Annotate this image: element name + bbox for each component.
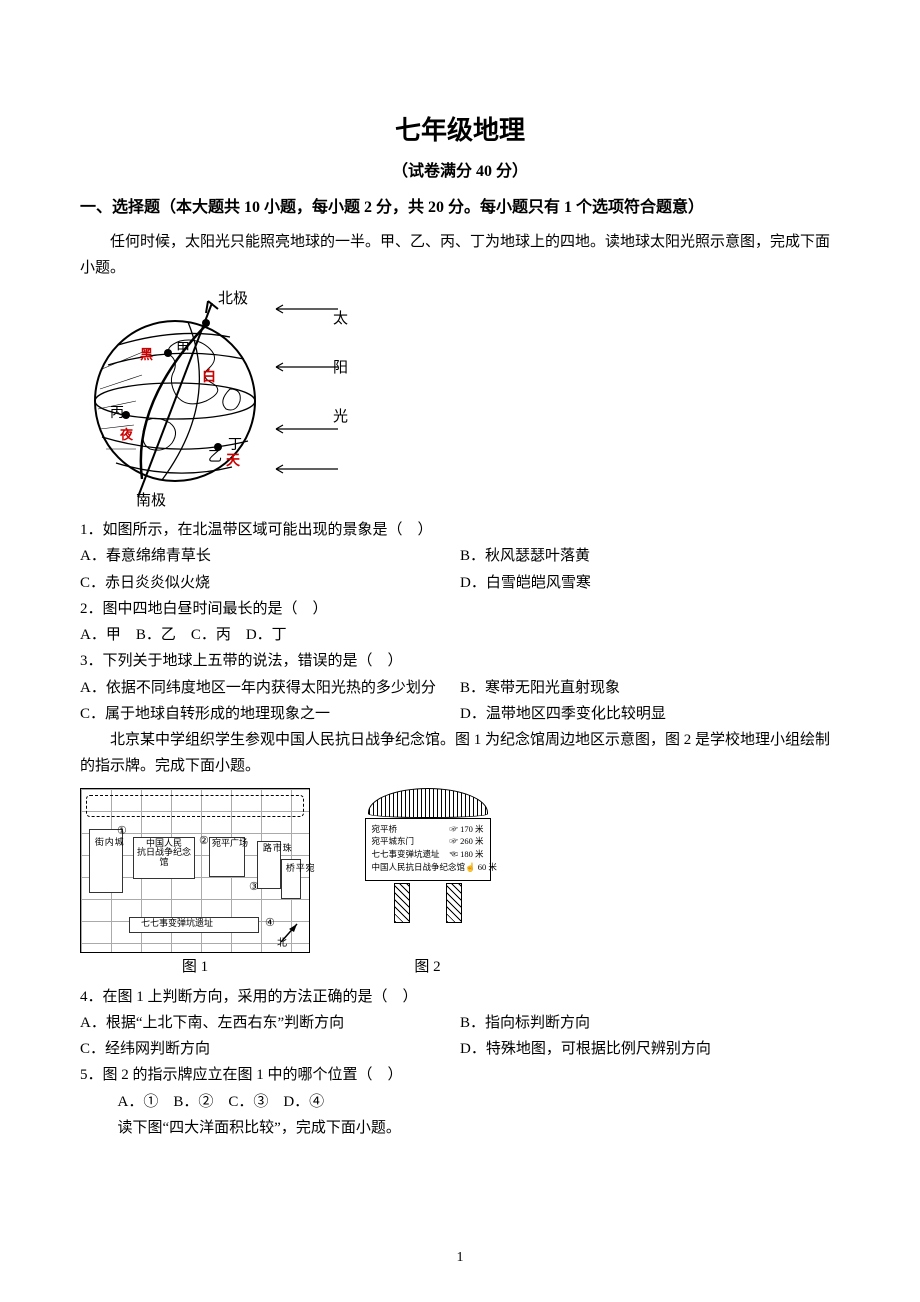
sign-row-0-l: 宛平桥 [372,823,398,836]
north-arrow-icon: 北 [275,918,305,948]
q5-stem: 5．图 2 的指示牌应立在图 1 中的哪个位置（ ） [80,1062,840,1088]
intro-3: 读下图“四大洋面积比较”，完成下面小题。 [80,1115,840,1141]
q3-opt-c: C．属于地球自转形成的地理现象之一 [80,701,460,727]
maps-row: 中国人民抗日战争纪念馆 宛平广场 珠市路 城内街 七七事变弹坑遗址 宛平桥 ① … [80,788,840,953]
globe-figure: 北极 南极 甲 丙 乙 丁 黑 夜 白 天 太 阳 [80,289,840,509]
q1-opt-b: B．秋风瑟瑟叶落黄 [460,543,840,569]
map1-bridge-label: 宛平桥 [284,863,314,872]
caption-map1: 图 1 [80,955,310,976]
q4-opt-b: B．指向标判断方向 [460,1010,840,1036]
globe-svg: 北极 南极 甲 丙 乙 丁 黑 夜 白 天 [80,289,340,509]
svg-text:北: 北 [277,937,287,948]
label-jia: 甲 [176,342,190,357]
label-ye: 夜 [119,427,134,442]
sun-char-3: 光 [333,405,348,426]
label-hei: 黑 [140,347,153,362]
sign-board: 宛平桥☞ 170 米 宛平城东门☞ 260 米 七七事变弹坑遗址☜ 180 米 … [365,818,491,881]
caption-map2: 图 2 [350,955,505,976]
map1-museum-label: 中国人民抗日战争纪念馆 [136,839,192,869]
intro-2: 北京某中学组织学生参观中国人民抗日战争纪念馆。图 1 为纪念馆周边地区示意图，图… [80,727,840,780]
label-tian: 天 [226,453,241,469]
label-bing: 丙 [110,406,124,421]
q4-opt-d: D．特殊地图，可根据比例尺辨别方向 [460,1036,840,1062]
q2-opts: A．甲 B．乙 C．丙 D．丁 [80,622,840,648]
map-1: 中国人民抗日战争纪念馆 宛平广场 珠市路 城内街 七七事变弹坑遗址 宛平桥 ① … [80,788,310,953]
sign-row-2-l: 七七事变弹坑遗址 [372,848,440,861]
marker-2: ② [199,835,209,847]
sign-row-0-r: 170 米 [460,824,483,834]
q1-stem: 1．如图所示，在北温带区域可能出现的景象是（ ） [80,517,840,543]
sun-char-2: 阳 [333,356,348,377]
page-subtitle: （试卷满分 40 分） [80,157,840,181]
map1-sq-label: 宛平广场 [212,839,248,849]
map-2-sign: 宛平桥☞ 170 米 宛平城东门☞ 260 米 七七事变弹坑遗址☜ 180 米 … [350,788,505,953]
page-title: 七年级地理 [80,110,840,147]
label-yi: 乙 [208,449,222,465]
section-1-intro: 任何时候，太阳光只能照亮地球的一半。甲、乙、丙、丁为地球上的四地。读地球太阳光照… [80,229,840,282]
label-ding: 丁 [228,438,242,453]
q3-opt-d: D．温带地区四季变化比较明显 [460,701,840,727]
marker-1: ① [117,825,127,837]
sign-row-2-r: 180 米 [460,849,483,859]
q1-opt-d: D．白雪皑皑风雪寒 [460,570,840,596]
q4-opt-a: A．根据“上北下南、左西右东”判断方向 [80,1010,460,1036]
section-1-heading: 一、选择题（本大题共 10 小题，每小题 2 分，共 20 分。每小题只有 1 … [80,195,840,221]
q1-opt-c: C．赤日炎炎似火烧 [80,570,460,596]
sign-leg-left [394,883,410,923]
q1-opt-a: A．春意绵绵青草长 [80,543,460,569]
sign-row-1-l: 宛平城东门 [372,835,415,848]
sign-top-ornament [368,788,488,818]
sign-leg-right [446,883,462,923]
marker-4: ④ [265,917,275,929]
q3-opt-a: A．依据不同纬度地区一年内获得太阳光热的多少划分 [80,675,460,701]
page-number: 1 [0,1250,920,1266]
sun-char-1: 太 [333,307,348,328]
q3-opt-b: B．寒带无阳光直射现象 [460,675,840,701]
q2-stem: 2．图中四地白昼时间最长的是（ ） [80,596,840,622]
sign-row-3-l: 中国人民抗日战争纪念馆 [372,861,466,874]
map1-zhu-label: 珠市路 [261,843,291,852]
q3-stem: 3．下列关于地球上五带的说法，错误的是（ ） [80,648,840,674]
marker-3: ③ [249,881,259,893]
q4-opt-c: C．经纬网判断方向 [80,1036,460,1062]
sign-row-1-r: 260 米 [460,836,483,846]
sun-labels: 太 阳 光 [333,307,348,426]
q5-opts: A．① B．② C．③ D．④ [80,1089,840,1115]
label-south: 南极 [136,492,166,509]
map1-roadleft-label: 城内街 [93,837,123,846]
sign-row-3-r: 60 米 [478,862,497,872]
label-bai: 白 [202,368,216,385]
label-north: 北极 [218,290,248,307]
q4-stem: 4．在图 1 上判断方向，采用的方法正确的是（ ） [80,984,840,1010]
map1-site-label: 七七事变弹坑遗址 [141,919,213,929]
